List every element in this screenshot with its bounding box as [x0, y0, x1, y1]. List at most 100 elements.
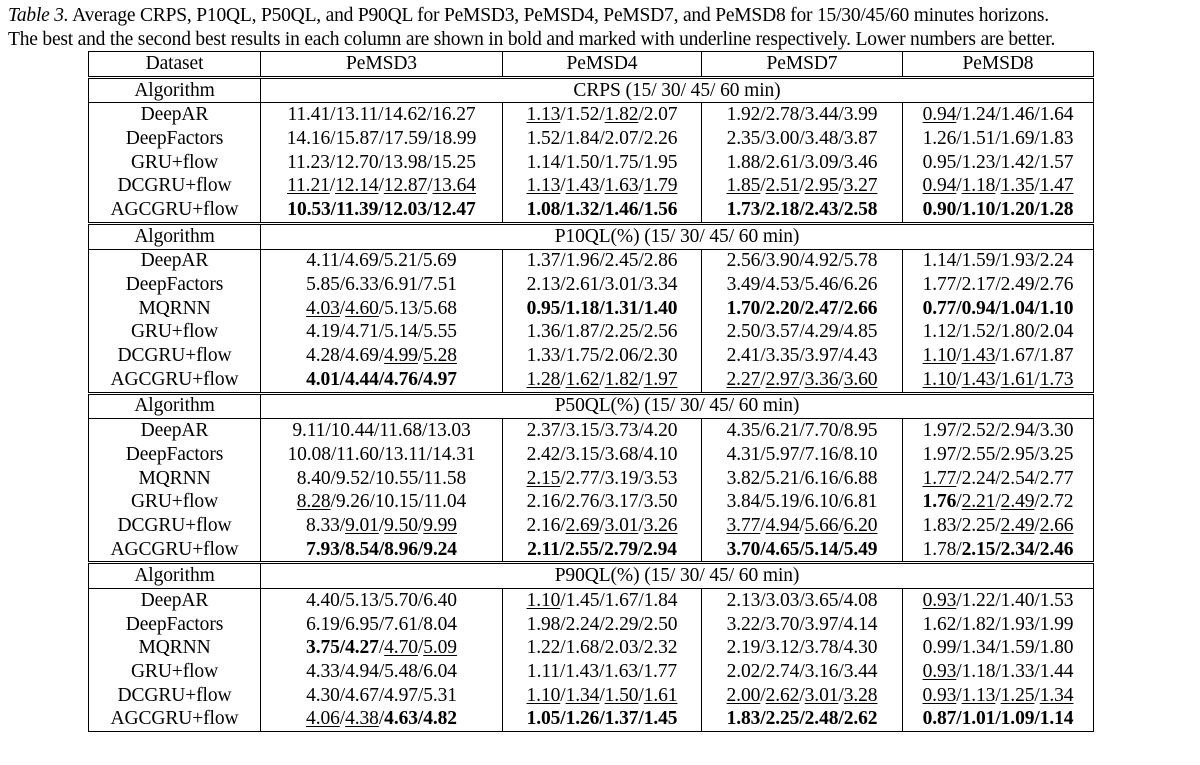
metric-cell: 2.19/3.12/3.78/4.30 [701, 636, 903, 661]
cell-value-segment: 3.49/4.53/5.46/6.26 [726, 274, 878, 296]
metric-cell: 1.05/1.26/1.37/1.45 [502, 707, 702, 733]
metric-cell: 0.94/1.18/1.35/1.47 [902, 174, 1094, 199]
cell-value-segment: / [378, 708, 385, 730]
metric-cell: 0.95/1.18/1.31/1.40 [502, 296, 702, 321]
cell-value-segment: 9.11/10.44/11.68/13.03 [292, 420, 471, 442]
cell-value-segment: 2.95 [804, 175, 839, 197]
metric-cell: 2.50/3.57/4.29/4.85 [701, 320, 903, 345]
algorithm-name: AGCGRU+flow [88, 707, 261, 733]
cell-value-segment: 1.10 [526, 684, 561, 706]
algorithm-name: DCGRU+flow [88, 344, 261, 368]
algorithm-name: DeepFactors [88, 127, 261, 151]
metric-cell: 0.93/1.18/1.33/1.44 [902, 660, 1094, 684]
cell-value-segment: /2.72 [1034, 491, 1074, 513]
metric-cell: 11.21/12.14/12.87/13.64 [260, 174, 503, 199]
cell-value-segment: 1.14/1.50/1.75/1.95 [526, 151, 678, 173]
cell-value-segment: 2.66 [1039, 514, 1074, 536]
cell-value-segment: / [417, 514, 424, 536]
cell-value-segment: 2.97 [765, 368, 800, 390]
metric-cell: 1.70/2.20/2.47/2.66 [701, 296, 903, 321]
table-row: DeepFactors 10.08/11.60/13.11/14.31 2.42/3… [88, 443, 1094, 467]
cell-value-segment: 1.52/1.84/2.07/2.26 [526, 127, 678, 149]
cell-value-segment: 1.10 [922, 368, 957, 390]
cell-value-segment: 7.93/8.54/8.96/9.24 [306, 538, 457, 560]
cell-value-segment: / [760, 368, 766, 390]
metric-cell: 2.42/3.15/3.68/4.10 [502, 443, 702, 467]
cell-value-segment: 1.13 [961, 684, 996, 706]
cell-value-segment: 0.94 [922, 104, 957, 126]
table-row: MQRNN 4.03/4.60/5.13/5.68 0.95/1.18/1.31/1… [88, 296, 1094, 321]
cell-value-segment: 1.35 [1000, 175, 1035, 197]
metric-cell: 1.14/1.59/1.93/2.24 [902, 249, 1094, 274]
cell-value-segment: 6.20 [843, 514, 878, 536]
cell-value-segment: 9.01 [345, 514, 379, 536]
metric-cell: 0.93/1.13/1.25/1.34 [902, 683, 1094, 708]
cell-value-segment: /2.07 [638, 104, 678, 126]
algorithm-label: Algorithm [88, 75, 261, 104]
algorithm-name: MQRNN [88, 296, 261, 321]
cell-value-segment: /1.45/1.67/1.84 [560, 589, 678, 611]
cell-value-segment: 1.33/1.75/2.06/2.30 [526, 345, 678, 367]
metric-cell: 4.30/4.67/4.97/5.31 [260, 683, 503, 708]
cell-value-segment: 0.95/1.23/1.42/1.57 [922, 151, 1074, 173]
cell-value-segment: 4.33/4.94/5.48/6.04 [306, 661, 457, 683]
metric-cell: 7.93/8.54/8.96/9.24 [260, 537, 503, 563]
cell-value-segment: 1.10 [526, 589, 561, 611]
metric-cell: 4.11/4.69/5.21/5.69 [260, 249, 503, 274]
metric-cell: 5.85/6.33/6.91/7.51 [260, 273, 503, 297]
cell-value-segment: 5.09 [423, 637, 457, 659]
cell-value-segment: / [339, 297, 346, 319]
metric-cell: 1.97/2.55/2.95/3.25 [902, 443, 1094, 467]
table-row: AGCGRU+flow 10.53/11.39/12.03/12.47 1.08/1… [88, 198, 1094, 224]
metric-cell: 1.76/2.21/2.49/2.72 [902, 490, 1094, 515]
caption-line-2: The best and the second best results in … [8, 29, 1056, 50]
metric-cell: 2.56/3.90/4.92/5.78 [701, 249, 903, 274]
cell-value-segment: 12.14 [335, 175, 379, 197]
cell-value-segment: /1.18/1.33/1.44 [956, 661, 1074, 683]
metric-cell: 2.11/2.55/2.79/2.94 [502, 537, 702, 563]
cell-value-segment: 1.83/2.25/ [922, 514, 1001, 536]
cell-value-segment: / [838, 175, 844, 197]
algorithm-name: DeepFactors [88, 273, 261, 297]
cell-value-segment: 0.99/1.34/1.59/1.80 [922, 637, 1074, 659]
cell-value-segment: 1.73/2.18/2.43/2.58 [726, 198, 878, 220]
metric-cell: 3.70/4.65/5.14/5.49 [701, 537, 903, 563]
cell-value-segment: / [995, 491, 1001, 513]
cell-value-segment: 1.62 [565, 368, 600, 390]
metric-cell: 1.92/2.78/3.44/3.99 [701, 102, 903, 128]
cell-value-segment: 3.70/4.65/5.14/5.49 [726, 538, 878, 560]
cell-value-segment: 2.50/3.57/4.29/4.85 [726, 321, 878, 343]
table-row: DCGRU+flow 4.30/4.67/4.97/5.31 1.10/1.34/1… [88, 683, 1094, 708]
metric-cell: 4.33/4.94/5.48/6.04 [260, 660, 503, 684]
cell-value-segment: / [838, 368, 844, 390]
cell-value-segment: 10.53/11.39/12.03/12.47 [287, 198, 476, 220]
section-header-row: Algorithm P90QL(%) (15/ 30/ 45/ 60 min) [88, 561, 1094, 590]
cell-value-segment: 4.28/4.69/ [306, 345, 385, 367]
cell-value-segment: 1.43 [565, 175, 600, 197]
metric-cell: 1.10/1.45/1.67/1.84 [502, 588, 702, 613]
algorithm-name: MQRNN [88, 466, 261, 491]
cell-value-segment: / [427, 175, 433, 197]
metric-cell: 0.87/1.01/1.09/1.14 [902, 707, 1094, 733]
cell-value-segment: / [760, 175, 766, 197]
section-header-row: Algorithm P50QL(%) (15/ 30/ 45/ 60 min) [88, 391, 1094, 420]
metric-cell: 0.90/1.10/1.20/1.28 [902, 198, 1094, 224]
cell-value-segment: 2.56/3.90/4.92/5.78 [726, 250, 878, 272]
metric-cell: 1.83/2.25/2.48/2.62 [701, 707, 903, 733]
cell-value-segment: 2.51 [765, 175, 800, 197]
metric-cell: 8.40/9.52/10.55/11.58 [260, 466, 503, 491]
cell-value-segment: 12.87 [383, 175, 428, 197]
cell-value-segment: 1.88/2.61/3.09/3.46 [726, 151, 878, 173]
results-table-body: Dataset PeMSD3 PeMSD4 PeMSD7 PeMSD8 Algo… [88, 51, 1094, 733]
metric-cell: 1.10/1.43/1.67/1.87 [902, 344, 1094, 368]
metric-cell: 3.75/4.27/4.70/5.09 [260, 636, 503, 661]
metric-cell: 1.13/1.43/1.63/1.79 [502, 174, 702, 199]
cell-value-segment: / [417, 637, 424, 659]
cell-value-segment: 11.21 [287, 175, 330, 197]
cell-value-segment: 1.26/1.51/1.69/1.83 [922, 127, 1074, 149]
cell-value-segment: 16.27 [432, 104, 476, 126]
cell-value-segment: /1.22/1.40/1.53 [956, 589, 1074, 611]
algorithm-label: Algorithm [88, 391, 261, 420]
metric-cell: 11.41/13.11/14.62/16.27 [260, 102, 503, 128]
metric-cell: 1.11/1.43/1.63/1.77 [502, 660, 702, 684]
